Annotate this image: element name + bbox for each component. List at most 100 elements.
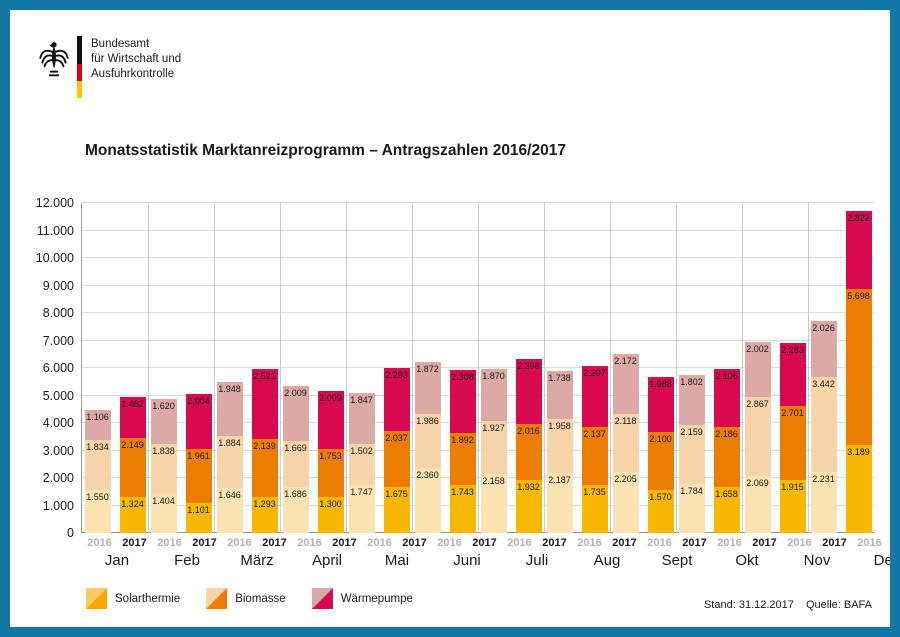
segment-value-label: 1.550 [86, 492, 109, 503]
bar-segment-waermepumpe-2017-dez: 2.822 [845, 211, 872, 289]
bar-segment-biomasse-2016-feb: 1.838 [150, 443, 177, 495]
month-group-dez: 2.231 3.442 2.026 3.189 5.698 2.822 [808, 203, 874, 533]
month-separator [808, 203, 809, 533]
y-tick-label: 1.000 [42, 498, 74, 513]
month-separator [544, 203, 545, 533]
year-label-2017: 2017 [682, 537, 707, 549]
month-label-mai: Mai [384, 552, 410, 569]
segment-value-label: 2.186 [715, 429, 738, 440]
bar-segment-solarthermie-2016-nov: 2.069 [744, 476, 771, 533]
x-axis-labels: 2016 2017 Jan 2016 2017 Feb 2016 2017 März 2016 20… [82, 537, 890, 569]
y-tick-label: 3.000 [42, 443, 74, 458]
bar-segment-solarthermie-2016-maerz: 1.646 [216, 487, 243, 533]
month-label-sept: Sept [661, 552, 693, 569]
year-label-2017: 2017 [612, 537, 637, 549]
segment-value-label: 2.158 [482, 475, 505, 486]
bar-segment-waermepumpe-2017-mai: 2.293 [383, 367, 410, 431]
bar-segment-biomasse-2016-jan: 1.834 [84, 439, 111, 491]
segment-value-label: 1.784 [680, 485, 703, 496]
bar-segment-biomasse-2016-maerz: 1.884 [216, 435, 243, 488]
x-group-april: 2016 2017 April [292, 537, 362, 569]
y-tick-label: 7.000 [42, 333, 74, 348]
segment-value-label: 2.004 [187, 395, 210, 406]
x-group-dez: 2016 2017 Dez [852, 537, 890, 569]
segment-value-label: 1.958 [548, 421, 571, 432]
bar-segment-waermepumpe-2016-sept: 2.172 [612, 354, 639, 415]
segment-value-label: 1.620 [152, 401, 175, 412]
bar-segment-biomasse-2017-jan: 2.149 [119, 437, 146, 497]
year-label-row: 2016 2017 [222, 537, 292, 549]
segment-value-label: 1.502 [350, 445, 373, 456]
bar-segment-solarthermie-2016-aug: 2.187 [546, 472, 573, 533]
bar-dez-2016: 2.231 3.442 2.026 [810, 321, 837, 533]
legend-item-waermepumpe: Wärmepumpe [311, 588, 413, 609]
bar-feb-2017: 1.101 1.961 2.004 [185, 393, 212, 533]
segment-value-label: 2.069 [746, 478, 769, 489]
year-label-2016: 2016 [297, 537, 322, 549]
month-group-maerz: 1.646 1.884 1.948 1.293 2.139 2.521 [214, 203, 280, 533]
segment-value-label: 2.701 [781, 408, 804, 419]
bar-segment-solarthermie-2017-juni: 1.743 [449, 485, 476, 533]
year-label-2016: 2016 [857, 537, 882, 549]
month-separator [148, 203, 149, 533]
bar-segment-waermepumpe-2016-juni: 1.872 [414, 362, 441, 414]
footer-note: Stand: 31.12.2017 Quelle: BAFA [695, 599, 872, 611]
month-group-nov: 2.069 2.867 2.002 1.915 2.701 2.283 [742, 203, 808, 533]
year-label-row: 2016 2017 [152, 537, 222, 549]
bar-segment-biomasse-2017-nov: 2.701 [779, 406, 806, 481]
bar-segment-solarthermie-2016-sept: 2.205 [612, 472, 639, 533]
y-tick-label: 10.000 [35, 251, 74, 265]
segment-value-label: 1.686 [284, 488, 307, 499]
year-label-2017: 2017 [122, 537, 147, 549]
bar-maerz-2017: 1.293 2.139 2.521 [251, 369, 278, 533]
segment-value-label: 2.099 [319, 393, 342, 404]
segment-value-label: 1.915 [781, 482, 804, 493]
segment-value-label: 1.646 [218, 489, 241, 500]
bar-april-2017: 1.300 1.753 2.099 [317, 391, 344, 533]
segment-value-label: 1.948 [218, 384, 241, 395]
y-tick-label: 4.000 [42, 416, 74, 430]
segment-value-label: 1.802 [680, 377, 703, 388]
legend-label: Solarthermie [115, 592, 181, 605]
bar-segment-waermepumpe-2016-april: 2.009 [282, 385, 309, 441]
year-label-2016: 2016 [717, 537, 742, 549]
year-label-2017: 2017 [887, 537, 890, 549]
year-label-2017: 2017 [402, 537, 427, 549]
year-label-2017: 2017 [752, 537, 777, 549]
month-separator [610, 203, 611, 533]
stand-text: Stand: 31.12.2017 [703, 599, 794, 611]
month-group-juni: 2.360 1.986 1.872 1.743 1.892 2.308 [412, 203, 478, 533]
segment-value-label: 2.149 [121, 439, 144, 450]
y-tick-label: 11.000 [36, 223, 74, 238]
quelle-text: Quelle: BAFA [805, 599, 872, 611]
x-group-nov: 2016 2017 Nov [782, 537, 852, 569]
segment-value-label: 2.002 [746, 344, 769, 355]
y-axis-line [81, 203, 82, 533]
flag-black [77, 36, 82, 64]
bar-segment-biomasse-2016-nov: 2.867 [744, 397, 771, 477]
legend-label: Wärmepumpe [340, 592, 413, 605]
y-tick-label: 6.000 [42, 361, 74, 375]
month-group-jan: 1.550 1.834 1.106 1.324 2.149 1.462 [82, 203, 148, 533]
month-group-mai: 1.747 1.502 1.847 1.675 2.037 2.293 [346, 203, 412, 533]
year-label-2017: 2017 [332, 537, 357, 549]
month-group-juli: 2.158 1.927 1.870 1.932 2.016 2.398 [478, 203, 544, 533]
segment-value-label: 2.822 [847, 213, 870, 224]
segment-value-label: 1.988 [649, 379, 672, 390]
flag-red [77, 64, 82, 81]
month-label-juni: Juni [453, 552, 481, 569]
bar-segment-waermepumpe-2016-jan: 1.106 [84, 409, 111, 440]
bar-dez-2017: 3.189 5.698 2.822 [845, 211, 872, 533]
federal-eagle-icon [39, 42, 69, 77]
bar-segment-biomasse-2017-juli: 2.016 [515, 424, 542, 480]
bar-segment-solarthermie-2017-aug: 1.735 [581, 485, 608, 533]
bar-segment-waermepumpe-2017-okt: 2.106 [713, 369, 740, 428]
segment-value-label: 2.187 [548, 474, 571, 485]
segment-value-label: 1.106 [86, 411, 109, 422]
bar-segment-biomasse-2017-aug: 2.137 [581, 426, 608, 486]
year-label-row: 2016 2017 [82, 537, 152, 549]
bar-segment-waermepumpe-2017-feb: 2.004 [185, 393, 212, 449]
segment-value-label: 2.026 [812, 323, 835, 334]
year-label-row: 2016 2017 [502, 537, 572, 549]
